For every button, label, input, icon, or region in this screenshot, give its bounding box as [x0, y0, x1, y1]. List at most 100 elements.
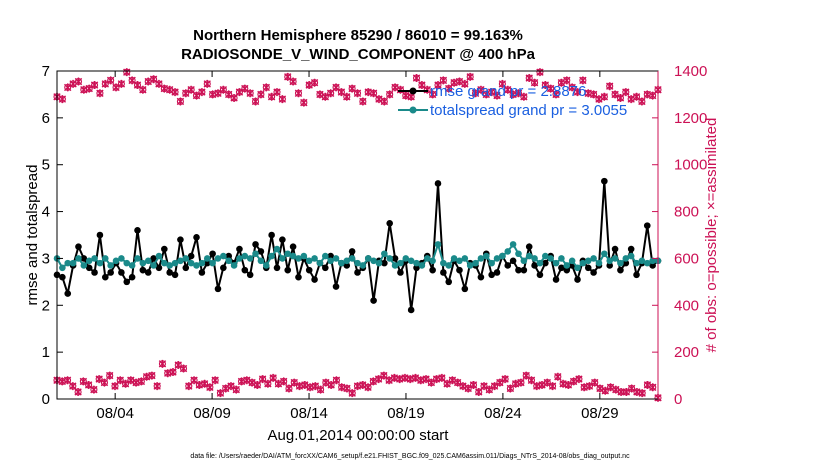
rmse-point [161, 245, 168, 253]
legend-label-rmse: rmse grand pr = 2.8876 [430, 83, 586, 100]
rmse-point [182, 264, 190, 272]
rmse-point [101, 273, 109, 281]
obs-assimilated-point [428, 90, 437, 99]
obs-assimilated-point [575, 375, 583, 384]
spread-point [300, 252, 308, 260]
rmse-point [601, 177, 608, 185]
obs-assimilated-point [58, 377, 66, 386]
obs-assimilated-point [264, 379, 272, 388]
y-tick-label: 7 [42, 63, 50, 80]
spread-point [558, 255, 565, 262]
obs-assimilated-point [95, 375, 103, 384]
rmse-point [123, 278, 131, 286]
rmse-point [440, 269, 447, 276]
obs-assimilated-point [321, 92, 329, 101]
y-right-tick-label: 1200 [674, 110, 707, 127]
obs-assimilated-point [490, 382, 499, 391]
obs-assimilated-point [90, 385, 98, 394]
obs-assimilated-point [364, 88, 372, 97]
spread-point [542, 252, 549, 260]
spread-point [225, 257, 233, 265]
spread-point [348, 255, 356, 262]
spread-point [64, 259, 72, 267]
rmse-point [139, 266, 147, 274]
obs-assimilated-point [611, 90, 619, 99]
obs-assimilated-point [466, 72, 474, 81]
spread-point [182, 255, 190, 262]
rmse-point [407, 306, 415, 314]
obs-assimilated-point [496, 378, 504, 387]
obs-assimilated-point [123, 68, 131, 77]
obs-assimilated-point [253, 380, 262, 389]
y-tick-label: 6 [42, 110, 50, 127]
rmse-point [322, 264, 329, 272]
rmse-point [488, 271, 495, 279]
obs-assimilated-point [289, 77, 297, 86]
obs-assimilated-point [74, 387, 82, 396]
obs-assimilated-point [411, 373, 420, 382]
rmse-point [64, 290, 72, 297]
ticks-layer: 08/04 08/09 08/14 08/19 08/24 08/29 0 1 2 3 4 5 6 7 0 2… [42, 63, 708, 422]
obs-assimilated-point [569, 377, 578, 386]
spread-point [284, 250, 292, 258]
obs-assimilated-point [585, 382, 594, 391]
spread-point [85, 257, 93, 265]
spread-point [633, 259, 640, 267]
spread-point [423, 255, 431, 262]
obs-assimilated-point [391, 83, 399, 92]
obs-assimilated-point [225, 90, 233, 99]
spread-point [198, 259, 206, 267]
obs-assimilated-point [600, 92, 609, 101]
obs-assimilated-point [208, 90, 217, 99]
spread-point [316, 259, 324, 267]
rmse-point [536, 271, 544, 279]
rmse-point [236, 245, 243, 253]
rmse-point [80, 255, 88, 262]
obs-assimilated-point [306, 383, 314, 392]
y-right-tick-label: 1400 [674, 63, 707, 80]
rmse-point [558, 264, 565, 272]
rmse-point [515, 266, 522, 274]
y-tick-label: 3 [42, 250, 50, 267]
obs-assimilated-point [142, 372, 151, 381]
obs-assimilated-point [127, 376, 135, 385]
spread-point [418, 262, 426, 269]
obs-assimilated-point [407, 92, 415, 101]
spread-point [386, 255, 393, 262]
obs-assimilated-point [563, 76, 571, 85]
rmse-point [525, 243, 533, 251]
rmse-point [563, 266, 571, 274]
obs-assimilated-point [176, 97, 185, 106]
obs-assimilated-point [353, 382, 362, 391]
obs-assimilated-point [182, 89, 190, 98]
obs-assimilated-point [617, 387, 625, 396]
spread-point [166, 262, 173, 269]
obs-assimilated-point [232, 385, 240, 394]
spread-point [499, 252, 506, 260]
rmse-point [649, 262, 656, 269]
spread-point [161, 259, 168, 267]
spread-point [472, 259, 479, 267]
spread-point [241, 252, 249, 260]
spread-point [289, 252, 297, 260]
y-tick-label: 0 [42, 391, 50, 408]
obs-assimilated-point [432, 375, 441, 384]
obs-assimilated-point [471, 89, 480, 98]
spread-point [595, 259, 603, 267]
obs-assimilated-point [475, 387, 483, 396]
obs-assimilated-point [222, 384, 230, 393]
obs-assimilated-point [90, 81, 99, 90]
rmse-point [295, 273, 302, 281]
rmse-point [166, 269, 173, 276]
obs-assimilated-point [195, 380, 204, 389]
rmse-point [622, 259, 630, 267]
obs-assimilated-point [359, 97, 367, 106]
obs-assimilated-point [536, 68, 544, 77]
spread-point [101, 255, 109, 262]
spread-point [246, 255, 254, 262]
spread-point [359, 262, 367, 269]
obs-assimilated-point [153, 382, 161, 391]
y-axis-label-right: # of obs: o=possible; ×=assimilated [703, 118, 720, 353]
spread-point [407, 257, 415, 265]
y-tick-label: 5 [42, 157, 50, 174]
